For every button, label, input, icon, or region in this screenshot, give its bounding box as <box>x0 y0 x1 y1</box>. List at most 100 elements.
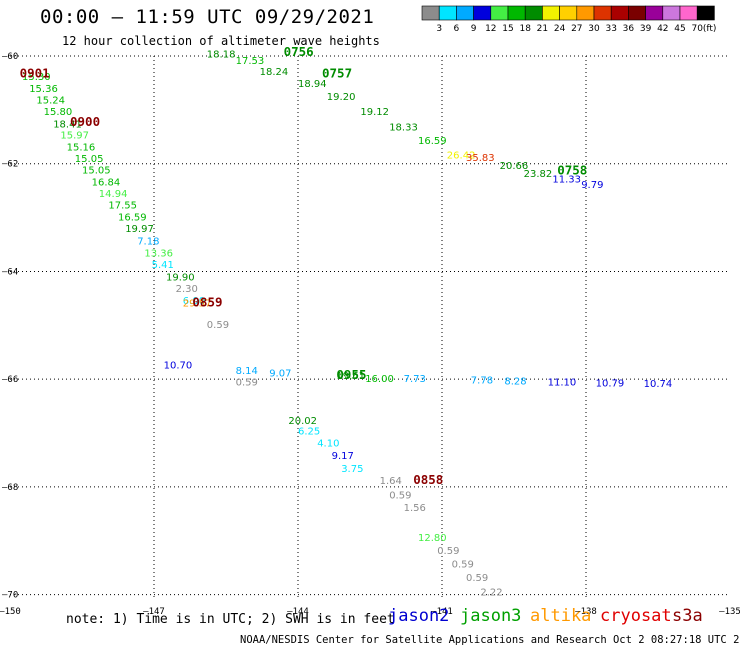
swh-value-label: 17.55 <box>108 200 137 211</box>
swh-value-label: 3.75 <box>341 464 363 475</box>
legend-bin-label: 30 <box>588 24 600 34</box>
swh-value-label: 15.05 <box>82 165 111 176</box>
y-tick-label: –62 <box>2 160 18 170</box>
legend-swatch <box>628 5 646 21</box>
pass-time-label: 0859 <box>192 294 222 309</box>
swh-value-label: 16.59 <box>418 136 447 147</box>
swh-value-label: 19.20 <box>327 92 356 103</box>
legend-swatch <box>679 5 698 21</box>
legend-swatch <box>593 5 612 21</box>
footer-credit: NOAA/NESDIS Center for Satellite Applica… <box>240 634 740 646</box>
swh-value-label: 20.02 <box>288 416 317 427</box>
swh-value-label: 8.14 <box>236 366 258 377</box>
swh-value-label: 9.17 <box>332 451 354 462</box>
legend-bin-label: 6 <box>454 24 460 34</box>
satellite-label-jason2: jason2 <box>388 606 450 626</box>
satellite-label-cryosat: cryosat <box>600 606 672 626</box>
pass-time-label: 0858 <box>413 472 443 487</box>
x-tick-label: –138 <box>575 607 597 617</box>
legend-swatch <box>610 5 629 21</box>
swh-value-label: 13.36 <box>144 248 173 259</box>
legend-bin-label: 9 <box>471 24 477 34</box>
swh-value-label: 8.28 <box>504 377 526 388</box>
swh-value-label: 9.79 <box>581 180 603 191</box>
pass-time-label: 0758 <box>557 162 587 177</box>
legend-swatch <box>421 5 440 21</box>
swh-value-label: 1.64 <box>380 476 402 487</box>
x-tick-label: –135 <box>719 607 740 617</box>
satellite-label-s3a: s3a <box>672 606 703 626</box>
legend-bin-label: 21 <box>537 24 548 34</box>
legend-bin-label: 70 <box>691 24 703 34</box>
legend-swatch <box>662 5 681 21</box>
swh-value-label: 29.57 <box>183 298 212 309</box>
swh-value-label: 10.70 <box>164 360 193 371</box>
swh-value-label: 18.41 <box>53 120 82 131</box>
swh-value-label: 0.59 <box>236 378 258 389</box>
swh-value-label: 0.59 <box>452 560 474 571</box>
swh-value-label: 10.79 <box>596 379 625 390</box>
legend-bin-label: 18 <box>519 24 531 34</box>
satellite-label-altika: altika <box>530 606 592 626</box>
swh-value-label: 15.05 <box>75 154 104 165</box>
pass-time-label: 0757 <box>322 66 352 81</box>
swh-value-label: 15.80 <box>44 107 73 118</box>
swh-value-label: 0.59 <box>389 491 411 502</box>
swh-value-label: 16.84 <box>92 177 121 188</box>
y-tick-label: –66 <box>2 375 18 385</box>
swh-value-label: 35.83 <box>466 153 495 164</box>
swh-value-label: 7.73 <box>404 374 426 385</box>
x-tick-label: –144 <box>287 607 309 617</box>
legend-bin-label: 24 <box>554 24 566 34</box>
legend-swatch <box>576 5 595 21</box>
swh-value-label: 14.94 <box>99 189 128 200</box>
swh-value-label: 23.82 <box>524 169 553 180</box>
satellite-label-jason3: jason3 <box>460 606 522 626</box>
legend-bin-label: 45 <box>674 24 685 34</box>
swh-value-label: 16.00 <box>365 374 394 385</box>
legend-swatch <box>696 5 715 21</box>
legend-swatch <box>542 5 560 21</box>
swh-value-label: 7.18 <box>137 237 159 248</box>
y-tick-label: –64 <box>2 267 18 277</box>
y-tick-label: –68 <box>2 483 18 493</box>
legend-swatch <box>456 5 474 21</box>
swh-value-label: 19.12 <box>360 107 389 118</box>
swh-value-label: 17.53 <box>236 56 265 67</box>
swh-value-label: 15.30 <box>22 72 51 83</box>
legend-swatch <box>507 5 526 21</box>
pass-time-label: 0901 <box>20 66 50 81</box>
legend-swatch <box>490 5 509 21</box>
swh-value-label: 15.16 <box>67 142 96 153</box>
legend-bin-label: 39 <box>640 24 652 34</box>
swh-value-label: 16.59 <box>118 212 147 223</box>
swh-value-label: 2.30 <box>176 284 198 295</box>
legend-bin-label: 36 <box>623 24 635 34</box>
legend-swatch <box>438 5 457 21</box>
swh-value-label: 18.33 <box>389 122 418 133</box>
legend-bin-label: 33 <box>605 24 616 34</box>
swh-value-label: 15.24 <box>36 95 65 106</box>
swh-value-label: 6.00 <box>183 296 205 307</box>
legend-bin-label: 15 <box>502 24 513 34</box>
swh-value-label: 7.78 <box>471 375 493 386</box>
legend-bin-label: 27 <box>571 24 582 34</box>
legend-swatch <box>645 5 664 21</box>
pass-time-label: 0756 <box>284 44 314 59</box>
swh-value-label: 18.24 <box>260 67 289 78</box>
swh-value-label: 11.10 <box>548 378 577 389</box>
legend-bin-label: 3 <box>436 24 442 34</box>
x-tick-label: –141 <box>431 607 453 617</box>
swh-value-label: 15.36 <box>29 84 58 95</box>
legend-unit-label: (ft) <box>703 24 717 34</box>
swh-value-label: 6.25 <box>298 427 320 438</box>
swh-value-label: 1.56 <box>404 503 426 514</box>
y-tick-label: –60 <box>2 52 18 62</box>
swh-value-label: 9.07 <box>269 368 291 379</box>
footer-note: note: 1) Time is in UTC; 2) SWH is in fe… <box>66 612 395 627</box>
page-title: 00:00 – 11:59 UTC 09/29/2021 <box>40 6 375 28</box>
swh-value-label: 19.97 <box>125 224 154 235</box>
swh-value-label: 19.61 <box>336 371 365 382</box>
swh-value-label: 10.74 <box>644 379 673 390</box>
